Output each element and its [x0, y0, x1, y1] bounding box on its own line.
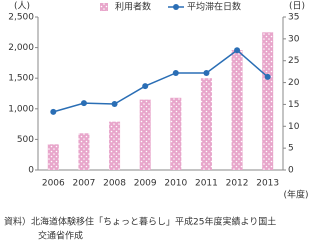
y2-unit: (日): [289, 1, 305, 12]
y-tick-label: 500: [17, 135, 34, 145]
x-tick-label: 2007: [72, 179, 95, 189]
y-unit: (人): [14, 1, 30, 12]
x-tick-label: 2006: [42, 179, 65, 189]
y-tick-label: 2,000: [8, 43, 34, 53]
y2-tick-label: 30: [288, 34, 300, 44]
bar: [78, 133, 90, 170]
source-note: 交通省作成: [38, 230, 83, 242]
x-tick-label: 2009: [134, 179, 157, 189]
y-tick-label: 1,500: [8, 74, 34, 84]
x-unit: (年度): [283, 189, 308, 201]
bar: [139, 99, 151, 170]
line-marker: [203, 69, 210, 76]
line-marker: [111, 100, 118, 107]
line-marker: [80, 100, 87, 107]
y2-tick-label: 5: [288, 144, 294, 154]
y-tick-label: 2,500: [8, 13, 34, 23]
source-note: 資料）北海道体験移住「ちょっと暮らし」平成25年度実績より国土: [4, 216, 276, 228]
legend-label: 平均滞在日数: [187, 1, 241, 13]
line: [53, 49, 269, 113]
bar: [200, 78, 212, 170]
x-tick-label: 2012: [226, 179, 249, 189]
x-tick-label: 2008: [103, 179, 126, 189]
bar: [170, 97, 182, 170]
x-tick-label: 2011: [195, 179, 218, 189]
x-tick-label: 2013: [256, 179, 279, 189]
y2-tick-label: 25: [288, 56, 299, 66]
y2-tick-label: 10: [288, 122, 300, 132]
y-tick-label: 1,000: [8, 104, 34, 114]
bar: [262, 32, 274, 170]
line-marker: [234, 47, 241, 54]
y2-tick-label: 0: [288, 166, 294, 176]
legend-swatch: [173, 4, 179, 10]
y2-tick-label: 15: [288, 100, 299, 110]
line-marker: [172, 69, 179, 76]
line-marker: [50, 108, 57, 115]
legend-label: 利用者数: [115, 1, 151, 13]
bar: [47, 144, 59, 170]
y2-tick-label: 20: [288, 78, 300, 88]
line-marker: [142, 83, 149, 90]
bar: [109, 121, 121, 170]
y2-tick-label: 35: [288, 13, 299, 23]
bar: [231, 50, 243, 170]
y-tick-label: 0: [28, 166, 34, 176]
x-tick-label: 2010: [164, 179, 187, 189]
line-marker: [264, 73, 271, 80]
legend-swatch: [100, 3, 108, 11]
